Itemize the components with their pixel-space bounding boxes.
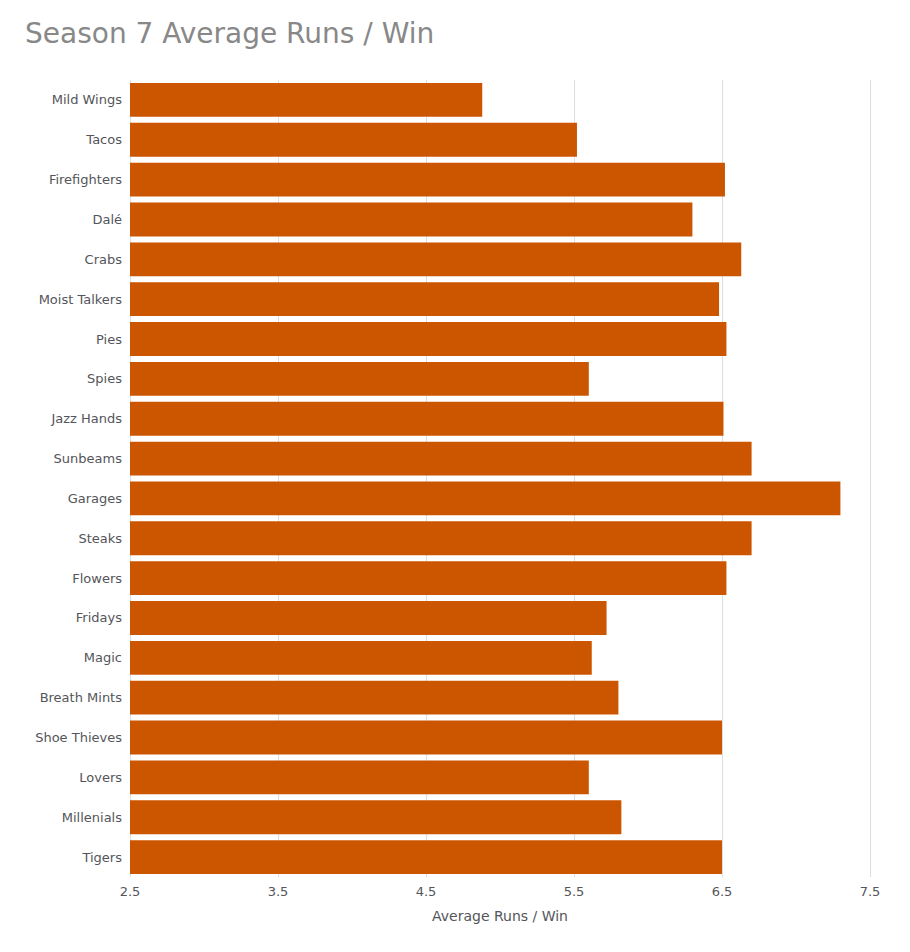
svg-text:2.5: 2.5 [120,884,141,899]
svg-text:3.5: 3.5 [268,884,289,899]
svg-text:6.5: 6.5 [712,884,733,899]
svg-text:4.5: 4.5 [416,884,437,899]
svg-text:Jazz Hands: Jazz Hands [50,411,122,426]
svg-text:Sunbeams: Sunbeams [54,451,123,466]
svg-text:Shoe Thieves: Shoe Thieves [35,730,122,745]
svg-text:5.5: 5.5 [564,884,585,899]
svg-text:Mild Wings: Mild Wings [52,92,122,107]
svg-text:Fridays: Fridays [76,610,122,625]
svg-text:Crabs: Crabs [85,252,123,267]
svg-text:Firefighters: Firefighters [49,172,122,187]
svg-text:Season 7 Average Runs / Win: Season 7 Average Runs / Win [25,17,434,50]
svg-text:Tigers: Tigers [81,850,122,865]
svg-text:Garages: Garages [68,491,123,506]
svg-text:Magic: Magic [84,650,122,665]
svg-text:Average Runs / Win: Average Runs / Win [432,908,568,924]
svg-text:Lovers: Lovers [79,770,122,785]
svg-text:Steaks: Steaks [78,531,122,546]
svg-text:Tacos: Tacos [85,132,122,147]
svg-text:Spies: Spies [87,371,122,386]
svg-text:Moist Talkers: Moist Talkers [39,292,123,307]
svg-text:Millenials: Millenials [62,810,122,825]
svg-text:Breath Mints: Breath Mints [40,690,123,705]
svg-text:7.5: 7.5 [860,884,881,899]
svg-text:Pies: Pies [96,332,122,347]
svg-text:Flowers: Flowers [72,571,122,586]
svg-text:Dalé: Dalé [92,212,122,227]
